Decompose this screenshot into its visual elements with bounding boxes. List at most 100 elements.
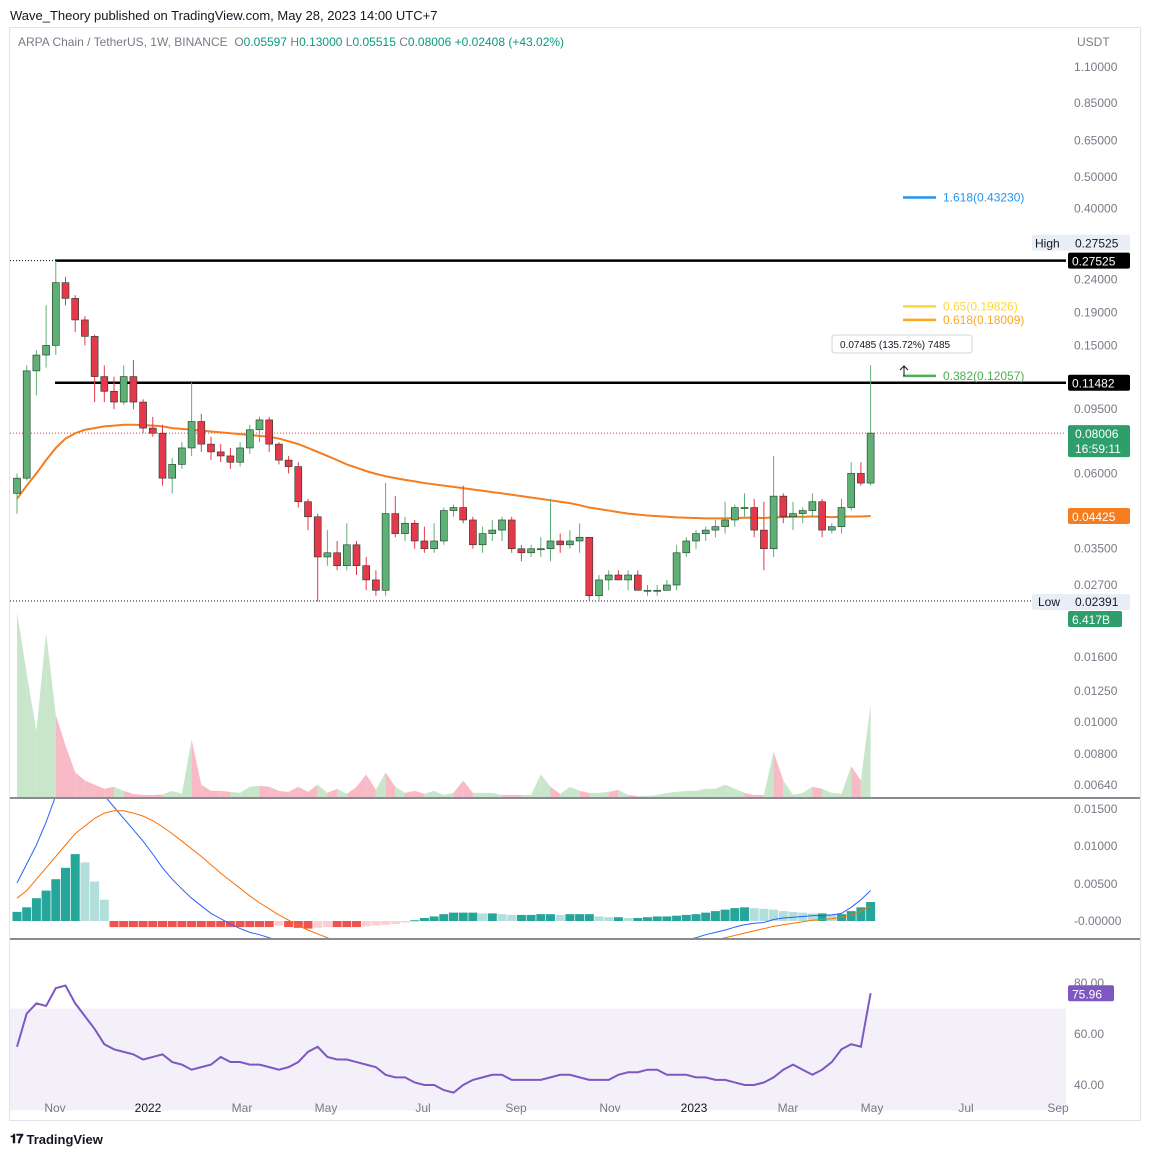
macd-histogram-bar [284,921,294,928]
candle-body [672,552,681,586]
candle-body [236,447,244,463]
volume-tick-label: 0.00800 [1074,747,1118,761]
volume-area [676,790,687,797]
volume-tick-label: 0.01600 [1074,650,1118,664]
macd-histogram-bar [381,921,391,925]
y-tick-label: 0.06000 [1074,466,1118,480]
macd-histogram-bar [759,908,769,921]
macd-histogram-bar [623,917,633,921]
candle-body [818,501,826,531]
macd-histogram-bar [613,917,623,921]
candle-body [51,282,60,346]
candle-body [430,540,438,550]
y-tick-label: 1.10000 [1074,60,1118,74]
candle-body [323,552,332,558]
macd-histogram-bar [497,914,507,921]
level-price-label: 0.27525 [1072,255,1116,269]
x-tick-label: Jul [958,1101,973,1115]
volume-area [482,792,493,797]
y-tick-label: 0.85000 [1074,96,1118,110]
macd-histogram-bar [70,854,80,921]
volume-area [579,790,590,797]
volume-area [657,792,667,797]
macd-histogram-bar [749,908,759,921]
volume-area [94,784,105,797]
candle-body [721,519,729,527]
macd-histogram-bar [478,913,488,921]
candle-body [808,501,817,511]
high-marker-value: 0.27525 [1075,237,1119,251]
volume-area [17,612,27,797]
volume-tick-label: 0.01250 [1074,684,1118,698]
volume-area [628,794,638,797]
macd-histogram-bar [342,921,352,928]
level-price-label: 0.11482 [1072,377,1115,391]
macd-signal-line [16,810,871,938]
macd-histogram-bar [817,913,827,921]
volume-area [240,786,250,797]
x-tick-label: Nov [599,1101,620,1115]
macd-histogram-bar [80,862,90,921]
candle-body [517,548,526,554]
macd-histogram-bar [410,920,420,922]
macd-histogram-bar [196,921,206,928]
macd-histogram-bar [322,921,332,928]
candle-body [304,501,312,518]
candle-body [546,540,555,550]
macd-histogram-bar [526,914,536,921]
candle-body [604,574,613,581]
y-tick-label: 0.40000 [1074,201,1118,215]
candle-body [207,443,215,453]
candle-body [90,336,99,377]
low-marker-box [1032,594,1130,610]
volume-area [278,790,289,797]
volume-area [793,792,803,797]
candle-body [226,455,235,463]
volume-area [366,774,376,797]
fib-level-label: 0.65(0.19826) [943,299,1018,313]
macd-histogram-bar [710,911,720,921]
candle-body [168,464,176,479]
publisher-line: Wave_Theory published on TradingView.com… [10,8,438,23]
rsi-tick-label: 60.00 [1074,1027,1104,1041]
candle-body [178,447,186,465]
tradingview-logo-icon: 𝟏𝟕 [10,1131,24,1146]
volume-area [346,786,357,797]
volume-area [686,790,696,797]
rsi-line [16,984,872,1094]
volume-area [84,780,95,797]
macd-histogram-bar [594,916,604,921]
macd-histogram-bar [206,921,216,928]
rsi-value-label-box [1068,985,1114,1002]
volume-value-label: 6.417B [1072,613,1110,627]
high-value: 0.13000 [299,35,343,49]
rsi-band [10,1008,1066,1111]
macd-histogram-bar [584,914,594,921]
candle-body [42,345,50,356]
volume-area [550,786,561,797]
macd-tick-label: 0.01500 [1074,802,1118,816]
candle-body [507,519,516,550]
candle-body [857,473,865,484]
candle-body [866,432,875,484]
candle-body [498,519,506,531]
macd-tick-label: -0.00000 [1074,914,1122,928]
macd-line [16,799,871,938]
low-marker-value: 0.02391 [1075,595,1119,609]
candle-body [701,529,710,534]
candle-body [682,540,691,554]
high-label: H [290,35,300,49]
macd-histogram-bar [546,914,555,921]
candle-body [342,544,351,566]
volume-area [230,791,241,797]
axis-unit-label: USDT [1077,35,1110,49]
measure-label: 0.07485 (135.72%) 7485 [840,340,951,351]
candle-body [187,421,196,449]
volume-area [36,632,47,797]
current-price-box [1068,425,1130,458]
level-price-label-box [1068,252,1130,269]
candle-body [381,513,390,591]
macd-histogram-bar [419,917,429,921]
change-value: +0.02408 (+43.02%) [454,35,565,49]
